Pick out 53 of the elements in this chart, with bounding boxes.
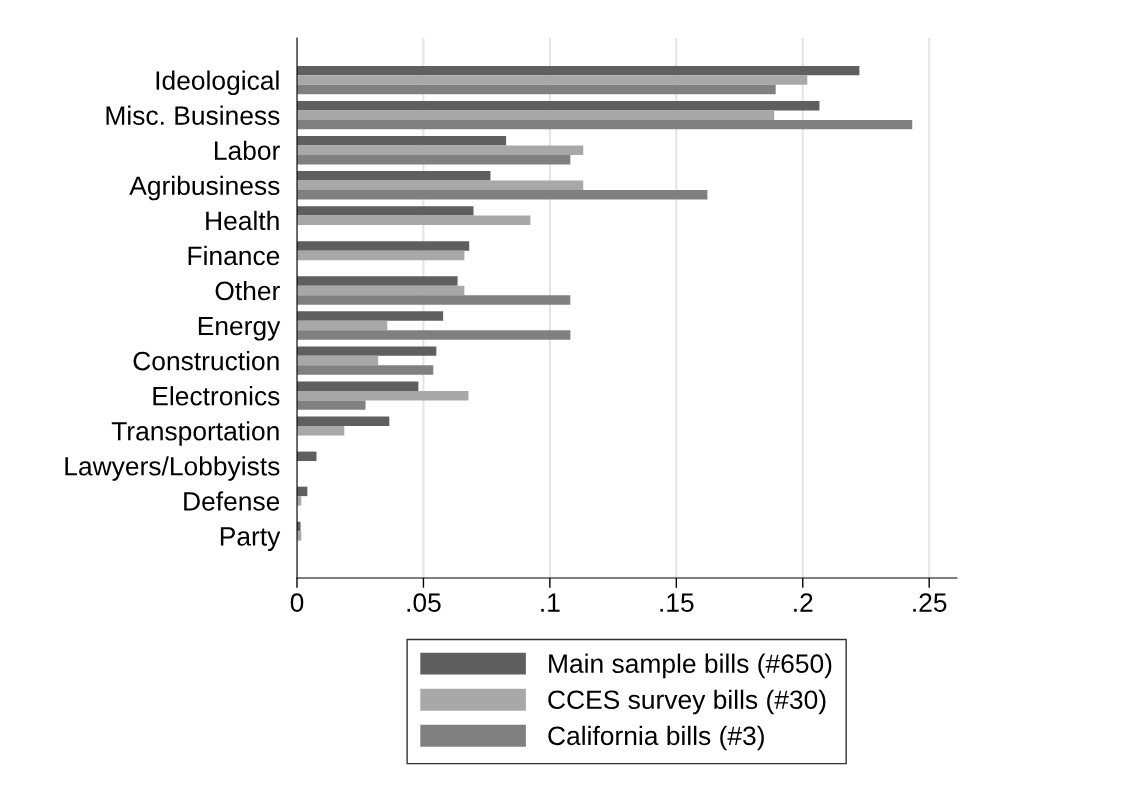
x-tick-label: .1 <box>541 593 560 612</box>
y-tick-label: Defense <box>184 491 280 511</box>
bar <box>297 119 913 130</box>
bar <box>297 276 458 286</box>
y-tick-label: Health <box>206 210 279 231</box>
y-tick-label: Finance <box>188 245 280 266</box>
y-tick-label: Misc. Business <box>106 105 280 125</box>
bar <box>297 84 776 95</box>
legend-label: Main sample bills (#650) <box>549 653 832 679</box>
bar <box>297 180 584 191</box>
bar <box>297 250 465 261</box>
bar <box>297 190 708 200</box>
bar <box>297 330 571 340</box>
bar <box>297 365 434 375</box>
bar <box>297 100 820 111</box>
y-tick-label: Agribusiness <box>129 175 280 201</box>
y-tick-label: Lawyers/Lobbyists <box>65 456 280 481</box>
bar <box>297 355 379 366</box>
bar <box>297 400 366 410</box>
bar <box>297 381 419 391</box>
bar <box>297 346 437 356</box>
x-tick-label: .2 <box>794 593 813 612</box>
y-tick-label: Ideological <box>156 70 279 96</box>
bar <box>297 241 470 251</box>
bar <box>297 75 808 85</box>
bar <box>297 285 465 296</box>
bar <box>297 215 531 226</box>
bar <box>297 110 775 120</box>
y-tick-label: Construction <box>133 351 279 371</box>
bar <box>297 425 345 436</box>
x-tick-label: 0 <box>290 593 304 612</box>
y-tick-label: Energy <box>198 316 281 341</box>
bar <box>297 311 444 321</box>
y-tick-label: Other <box>215 280 280 301</box>
bar <box>297 65 860 76</box>
bar <box>297 390 469 401</box>
bar <box>297 145 584 155</box>
y-tick-label: Transportation <box>111 421 279 446</box>
x-tick-label: .05 <box>407 593 441 612</box>
y-tick-label: Labor <box>215 140 280 161</box>
bar <box>297 136 507 146</box>
bar <box>297 171 491 181</box>
bar <box>297 206 474 216</box>
y-tick-label: Party <box>220 527 281 551</box>
y-tick-label: Electronics <box>153 386 280 406</box>
legend-label: California bills (#3) <box>548 725 764 751</box>
bar <box>297 320 388 331</box>
x-tick-label: .15 <box>660 593 694 612</box>
bar <box>297 154 571 165</box>
legend-label: CCES survey bills (#30) <box>548 689 826 715</box>
bar <box>297 416 390 426</box>
x-tick-label: .25 <box>913 593 947 612</box>
bar <box>297 295 571 305</box>
